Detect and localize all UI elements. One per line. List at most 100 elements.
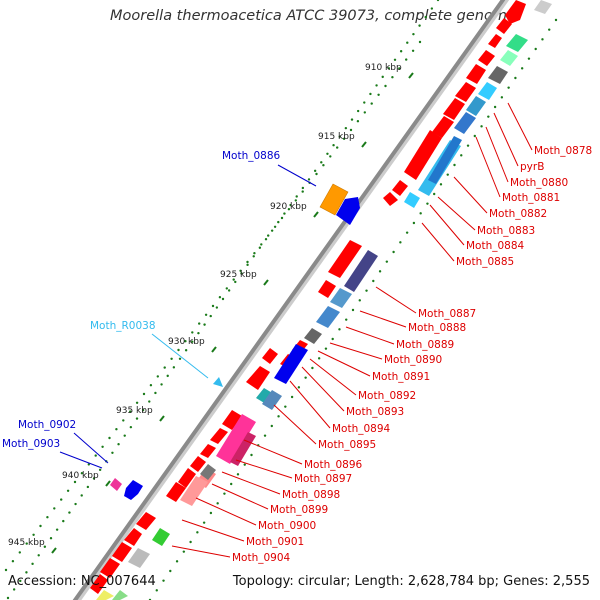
- gc-dot: [46, 516, 49, 519]
- gc-dot: [270, 229, 274, 232]
- gc-dot: [209, 314, 212, 318]
- scale-tick: [159, 415, 165, 422]
- gc-dot: [87, 463, 91, 466]
- gene-label[interactable]: Moth_0899: [270, 504, 328, 516]
- gc-dot: [246, 260, 249, 264]
- gene-label[interactable]: Moth_0885: [456, 256, 514, 268]
- gc-dot: [405, 58, 408, 61]
- gc-dot: [31, 562, 34, 566]
- gene-label[interactable]: Moth_0891: [372, 371, 430, 383]
- gene-label[interactable]: Moth_0904: [232, 552, 291, 564]
- gene-label[interactable]: Moth_0880: [510, 177, 568, 189]
- gc-dot: [527, 57, 531, 60]
- gc-dot: [160, 383, 163, 386]
- gc-dot: [204, 313, 208, 316]
- gene-label[interactable]: Moth_0878: [534, 145, 592, 157]
- scale-label: 930 kbp: [168, 337, 205, 347]
- gene-label[interactable]: Moth_0901: [246, 536, 304, 548]
- gene-label[interactable]: Moth_0893: [346, 406, 404, 418]
- gc-dot: [356, 120, 360, 123]
- gc-dot: [270, 424, 273, 428]
- gene-label[interactable]: pyrB: [520, 161, 544, 173]
- gene-label[interactable]: Moth_R0038: [90, 320, 156, 332]
- gene-label[interactable]: Moth_0887: [418, 308, 476, 320]
- gc-dot: [170, 357, 173, 360]
- gc-dot: [135, 417, 139, 420]
- gene-block-mint: [500, 50, 518, 66]
- gc-dot: [184, 340, 187, 343]
- gene-arrow: [478, 50, 495, 66]
- gene-label[interactable]: Moth_0886: [222, 150, 281, 162]
- gc-dot: [37, 554, 40, 557]
- gc-dot: [73, 480, 77, 484]
- gene-leader-line: [453, 176, 488, 214]
- scale-tick: [408, 72, 414, 79]
- gene-leader-line: [195, 497, 257, 526]
- gene-arrow: [246, 366, 270, 390]
- gc-dot: [378, 270, 382, 273]
- gene-label[interactable]: Moth_0894: [332, 423, 391, 435]
- gene-label[interactable]: Moth_0897: [294, 473, 352, 485]
- gc-dot: [426, 202, 429, 205]
- gc-dot: [184, 349, 188, 352]
- gene-label[interactable]: Moth_0902: [18, 419, 76, 431]
- gene-label[interactable]: Moth_0881: [502, 192, 560, 204]
- gc-dot: [223, 492, 226, 495]
- gc-dot: [473, 134, 476, 138]
- gc-dot: [175, 560, 179, 563]
- gc-dot: [215, 306, 219, 309]
- gc-dot: [301, 190, 304, 193]
- gc-dot: [406, 41, 409, 44]
- reverse-strand-features: [110, 183, 360, 500]
- gc-dot: [307, 178, 311, 181]
- gene-label[interactable]: Moth_0888: [408, 322, 466, 334]
- gc-dot: [329, 155, 332, 158]
- gc-dot: [66, 489, 70, 492]
- gene-block-dark: [488, 66, 508, 84]
- gc-dot: [98, 468, 102, 472]
- gene-arrow: [166, 482, 186, 502]
- gene-arrow: [392, 180, 408, 196]
- gc-dot: [86, 485, 90, 489]
- gc-dot: [230, 482, 233, 486]
- gc-dot: [283, 212, 286, 215]
- gene-label[interactable]: Moth_0892: [358, 390, 416, 402]
- gc-dot: [317, 357, 321, 360]
- gene-label[interactable]: Moth_0884: [466, 240, 525, 252]
- gc-dot: [211, 304, 215, 308]
- gene-label[interactable]: Moth_0889: [396, 339, 454, 351]
- gc-dot: [418, 24, 421, 27]
- gc-dot: [80, 494, 83, 497]
- gene-leader-line: [211, 483, 269, 510]
- gene-arrow: [222, 410, 242, 430]
- accession-label: Accession: NC_007644: [8, 574, 156, 589]
- gc-dot: [163, 366, 166, 369]
- gene-label[interactable]: Moth_0898: [282, 489, 340, 501]
- gene-leader-line: [181, 519, 245, 542]
- gc-dot: [356, 109, 360, 113]
- gene-label[interactable]: Moth_0903: [2, 438, 60, 450]
- gc-dot: [11, 560, 15, 563]
- gene-label[interactable]: Moth_0900: [258, 520, 316, 532]
- gc-dot: [43, 545, 47, 548]
- gc-dot: [4, 568, 8, 572]
- gene-block-dark: [304, 328, 322, 344]
- gene-label[interactable]: Moth_0890: [384, 354, 442, 366]
- gc-dot: [239, 269, 242, 272]
- gene-label[interactable]: Moth_0882: [489, 208, 547, 220]
- gc-dot: [295, 195, 298, 198]
- gc-dot: [419, 212, 422, 215]
- gene-block-steel: [330, 288, 352, 308]
- scale-label: 915 kbp: [318, 132, 355, 142]
- gene-block-cyan: [478, 82, 497, 100]
- gc-dot: [446, 173, 449, 176]
- scale-tick: [361, 141, 367, 148]
- gene-label[interactable]: Moth_0883: [477, 225, 535, 237]
- gc-dot: [277, 220, 280, 224]
- gene-block-green: [152, 528, 170, 546]
- gc-dot: [166, 374, 169, 378]
- gc-dot: [375, 84, 378, 87]
- gc-dot: [178, 357, 182, 360]
- gene-label[interactable]: Moth_0895: [318, 439, 376, 451]
- gene-label[interactable]: Moth_0896: [304, 459, 363, 471]
